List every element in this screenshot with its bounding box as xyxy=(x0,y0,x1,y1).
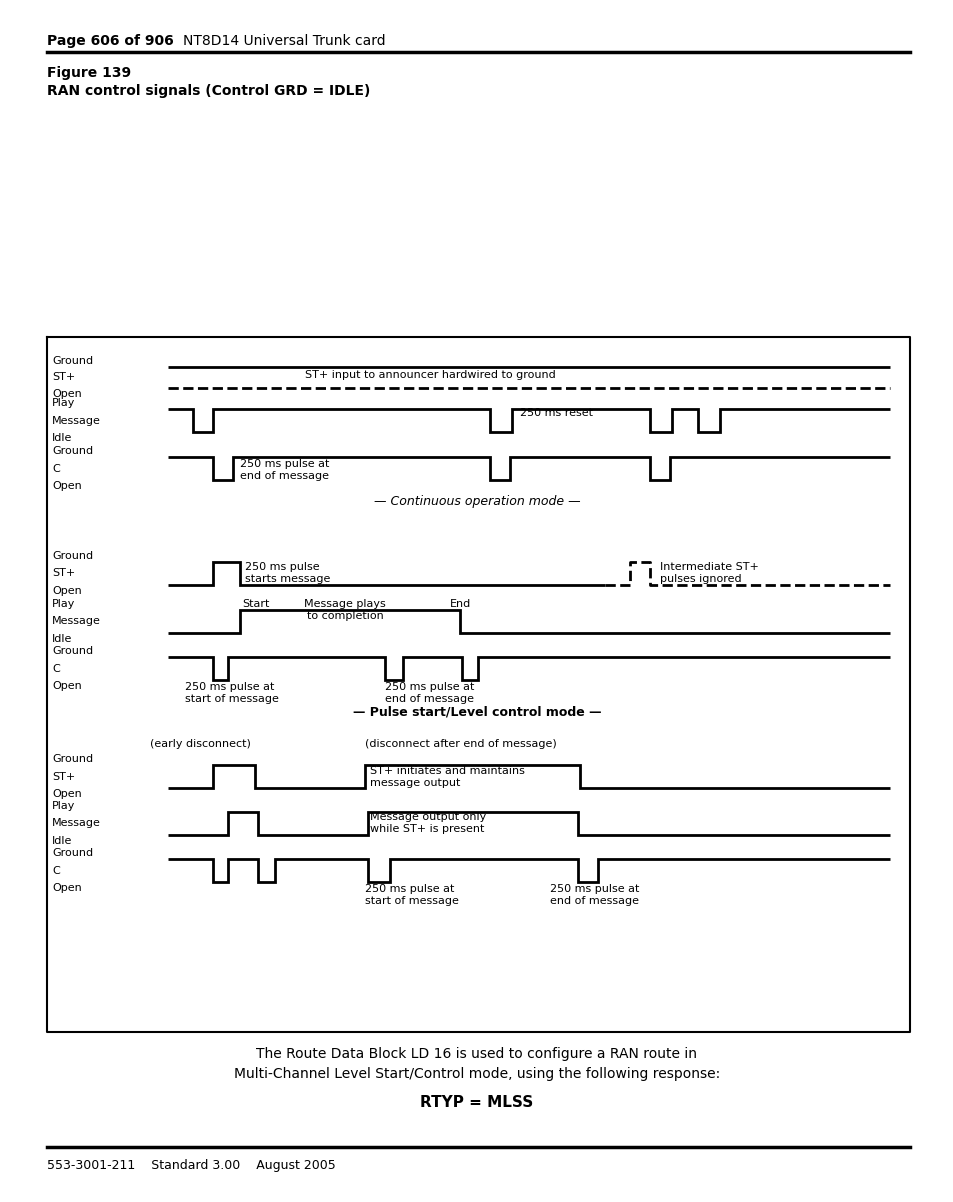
Text: Intermediate ST+: Intermediate ST+ xyxy=(659,563,758,572)
Text: Idle: Idle xyxy=(52,433,72,444)
Text: Open: Open xyxy=(52,389,82,399)
Text: 250 ms pulse: 250 ms pulse xyxy=(245,563,319,572)
Text: The Route Data Block LD 16 is used to configure a RAN route in: The Route Data Block LD 16 is used to co… xyxy=(256,1047,697,1061)
Text: Open: Open xyxy=(52,481,82,490)
Text: Ground: Ground xyxy=(52,847,93,858)
Text: Ground: Ground xyxy=(52,551,93,561)
Text: ST+: ST+ xyxy=(52,373,75,382)
Text: RTYP = MLSS: RTYP = MLSS xyxy=(420,1095,533,1109)
Text: end of message: end of message xyxy=(550,895,639,906)
Text: C: C xyxy=(52,664,60,673)
Text: while ST+ is present: while ST+ is present xyxy=(370,825,484,834)
Text: start of message: start of message xyxy=(365,895,458,906)
Text: Idle: Idle xyxy=(52,633,72,644)
Text: 250 ms pulse at: 250 ms pulse at xyxy=(385,682,474,692)
Text: Message: Message xyxy=(52,416,101,426)
Text: C: C xyxy=(52,464,60,474)
Text: Multi-Channel Level Start/Control mode, using the following response:: Multi-Channel Level Start/Control mode, … xyxy=(233,1067,720,1081)
Text: Ground: Ground xyxy=(52,446,93,456)
Text: 553-3001-211    Standard 3.00    August 2005: 553-3001-211 Standard 3.00 August 2005 xyxy=(47,1159,335,1172)
Text: end of message: end of message xyxy=(385,694,474,704)
Text: 250 ms reset: 250 ms reset xyxy=(519,407,593,418)
Text: Open: Open xyxy=(52,587,82,596)
Text: to completion: to completion xyxy=(306,611,383,621)
Text: Figure 139: Figure 139 xyxy=(47,66,131,81)
Text: Play: Play xyxy=(52,398,75,407)
Text: — Continuous operation mode —: — Continuous operation mode — xyxy=(374,495,579,508)
Text: — Pulse start/Level control mode —: — Pulse start/Level control mode — xyxy=(353,706,600,719)
Text: end of message: end of message xyxy=(240,471,329,481)
Text: Start: Start xyxy=(242,599,269,609)
Text: ST+: ST+ xyxy=(52,569,75,578)
Text: Open: Open xyxy=(52,682,82,691)
Text: starts message: starts message xyxy=(245,575,330,584)
Text: Page 606 of 906: Page 606 of 906 xyxy=(47,34,173,48)
Text: 250 ms pulse at: 250 ms pulse at xyxy=(185,682,274,692)
Text: RAN control signals (Control GRD = IDLE): RAN control signals (Control GRD = IDLE) xyxy=(47,84,370,99)
Text: Message: Message xyxy=(52,819,101,828)
Text: NT8D14 Universal Trunk card: NT8D14 Universal Trunk card xyxy=(183,34,385,48)
Text: ST+ initiates and maintains: ST+ initiates and maintains xyxy=(370,766,524,775)
Text: C: C xyxy=(52,865,60,875)
Text: Message: Message xyxy=(52,617,101,626)
Text: 250 ms pulse at: 250 ms pulse at xyxy=(550,883,639,894)
Text: Ground: Ground xyxy=(52,754,93,764)
Text: (disconnect after end of message): (disconnect after end of message) xyxy=(365,739,557,749)
Text: message output: message output xyxy=(370,778,460,787)
Text: Open: Open xyxy=(52,883,82,893)
Text: Message output only: Message output only xyxy=(370,813,486,822)
Text: ST+ input to announcer hardwired to ground: ST+ input to announcer hardwired to grou… xyxy=(304,370,555,381)
Text: Open: Open xyxy=(52,789,82,799)
Text: Ground: Ground xyxy=(52,645,93,656)
Text: (early disconnect): (early disconnect) xyxy=(150,739,251,749)
Text: Play: Play xyxy=(52,801,75,811)
Text: 250 ms pulse at: 250 ms pulse at xyxy=(365,883,454,894)
Text: 250 ms pulse at: 250 ms pulse at xyxy=(240,459,329,469)
Text: Message plays: Message plays xyxy=(304,599,385,609)
Text: pulses ignored: pulses ignored xyxy=(659,575,740,584)
Text: Play: Play xyxy=(52,599,75,609)
Text: Idle: Idle xyxy=(52,837,72,846)
Text: End: End xyxy=(450,599,471,609)
Text: ST+: ST+ xyxy=(52,772,75,781)
Text: start of message: start of message xyxy=(185,694,278,704)
Text: Ground: Ground xyxy=(52,356,93,365)
